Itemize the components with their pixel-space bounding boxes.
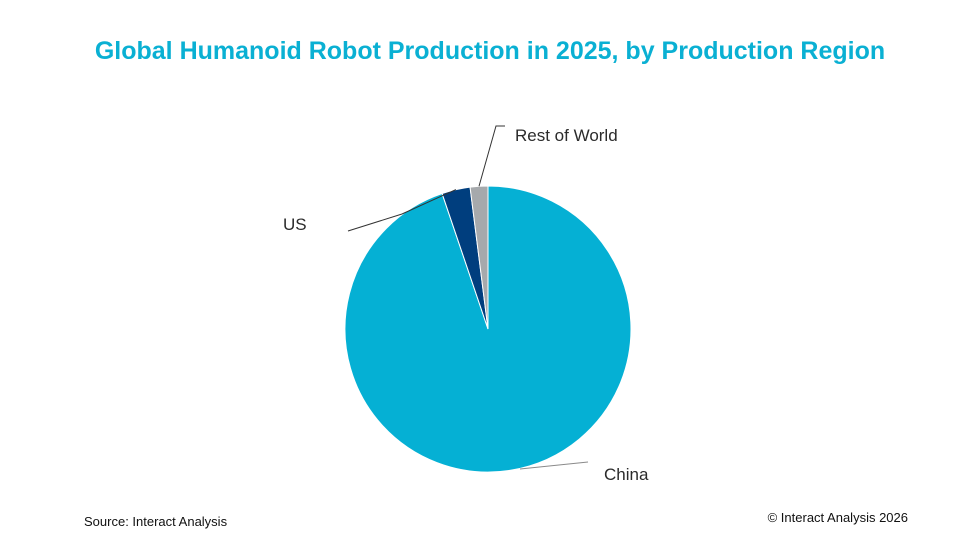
leader-line-china: [519, 461, 589, 470]
source-note: Source: Interact Analysis: [84, 514, 228, 529]
slice-labels: China US Rest of World: [283, 126, 649, 484]
leader-line-rest-of-world: [478, 125, 505, 187]
copyright-note: © Interact Analysis 2026: [767, 510, 908, 525]
slice-label-rest-of-world: Rest of World: [515, 126, 618, 145]
slice-label-china: China: [604, 465, 649, 484]
leader-lines: [347, 125, 589, 470]
pie-slices: [344, 185, 632, 473]
leader-line-us: [347, 189, 457, 232]
chart-title: Global Humanoid Robot Production in 2025…: [94, 37, 886, 65]
slice-label-us: US: [283, 215, 307, 234]
